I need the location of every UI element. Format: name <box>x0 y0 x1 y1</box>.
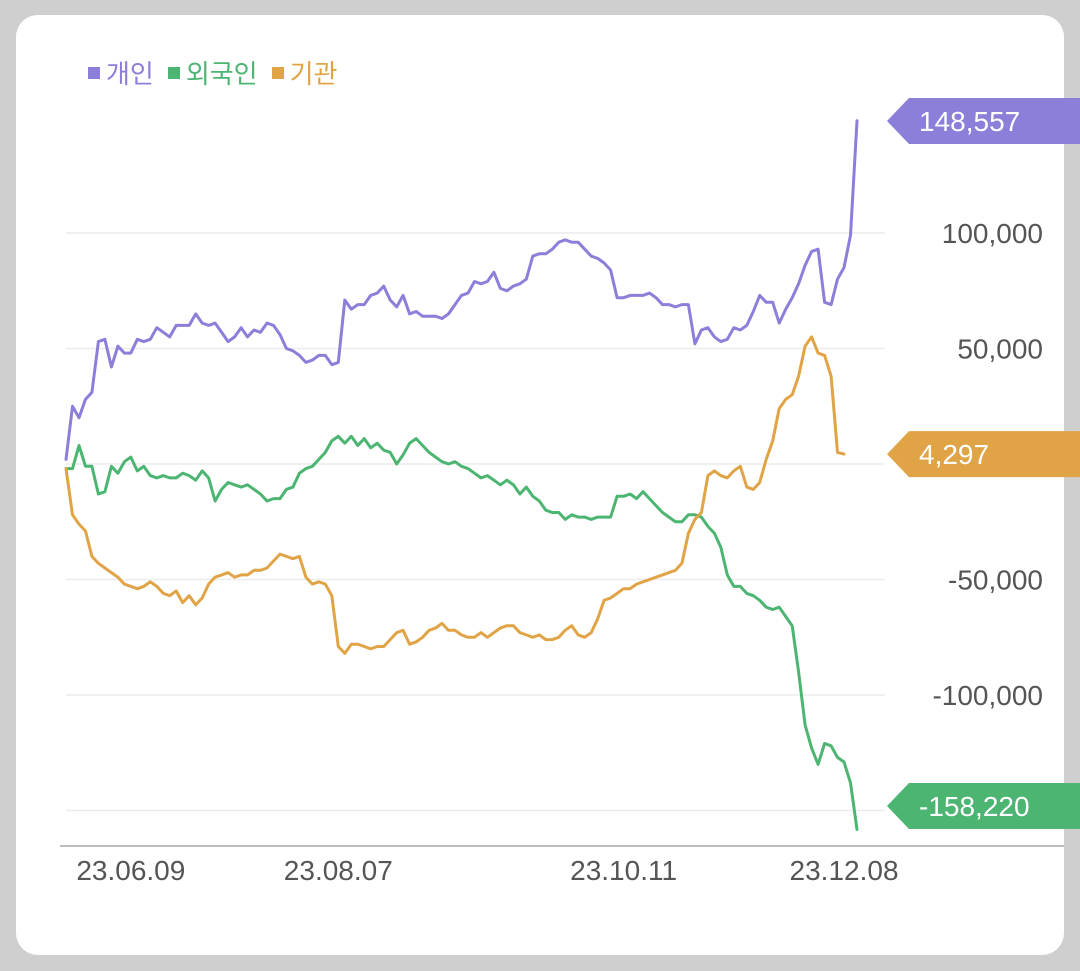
legend-label-institution: 기관 <box>289 60 338 90</box>
end-value-label-2: 4,297 <box>919 439 989 470</box>
end-value-label-1: -158,220 <box>919 791 1030 822</box>
y-tick-label-0: 100,000 <box>942 218 1043 249</box>
legend-item-foreigner[interactable]: 외국인 <box>167 54 258 91</box>
y-tick-label-1: 50,000 <box>957 334 1043 365</box>
chart-legend: 개인 외국인 기관 <box>88 54 337 91</box>
y-tick-label-2: -50,000 <box>948 565 1043 596</box>
y-tick-label-3: -100,000 <box>932 680 1043 711</box>
chart-card <box>16 15 1064 955</box>
legend-label-individual: 개인 <box>106 60 154 90</box>
legend-item-individual[interactable]: 개인 <box>88 54 154 91</box>
end-value-tag-1 <box>887 783 1080 829</box>
legend-swatch-individual <box>88 66 100 79</box>
series-line-2 <box>64 335 846 655</box>
end-value-label-0: 148,557 <box>919 106 1020 137</box>
legend-swatch-foreigner <box>167 66 180 79</box>
legend-swatch-institution <box>271 66 284 79</box>
series-line-1 <box>64 434 859 831</box>
legend-label-foreigner: 외국인 <box>185 60 258 90</box>
series-line-0 <box>64 119 859 461</box>
end-value-tag-0 <box>887 98 1080 144</box>
end-value-tag-2 <box>887 431 1080 478</box>
legend-item-institution[interactable]: 기관 <box>271 54 338 91</box>
x-tick-label-0: 23.06.09 <box>76 855 185 886</box>
x-tick-label-2: 23.10.11 <box>570 855 677 886</box>
x-tick-label-3: 23.12.08 <box>790 855 899 886</box>
x-tick-label-1: 23.08.07 <box>284 855 393 886</box>
